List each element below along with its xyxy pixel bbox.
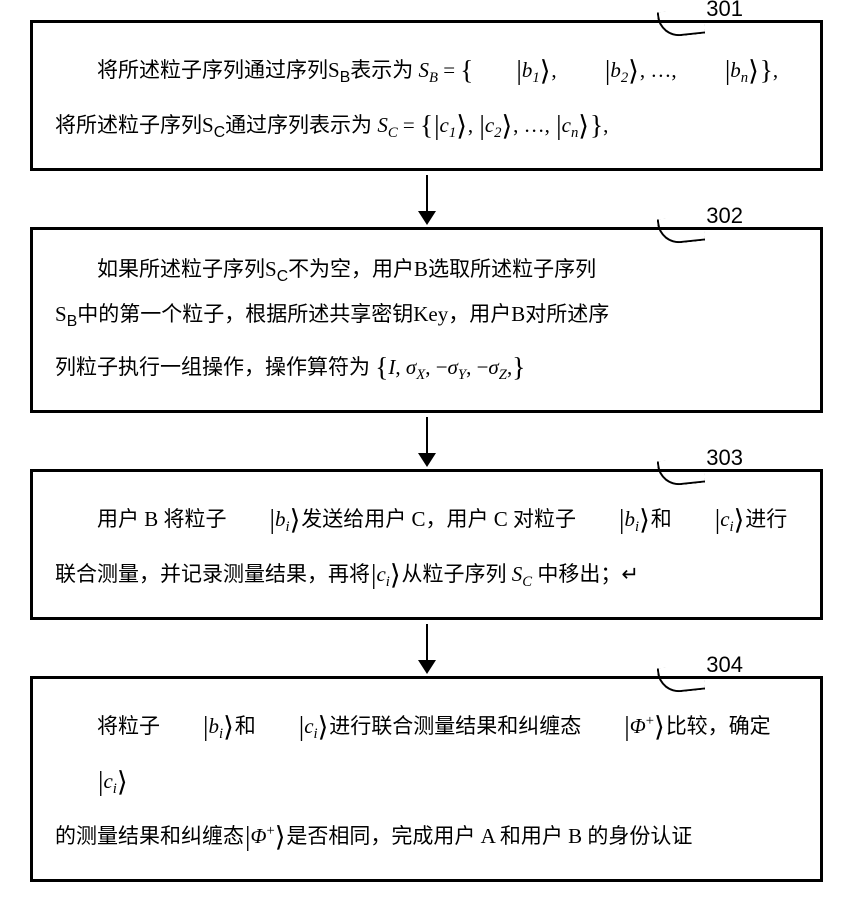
- step-box: 将粒子bi和ci进行联合测量结果和纠缠态Φ+比较，确定ci的测量结果和纠缠态Φ+…: [30, 676, 823, 882]
- step-text-line: 将粒子bi和ci进行联合测量结果和纠缠态Φ+比较，确定ci: [55, 697, 798, 806]
- step-number-label: 302: [706, 203, 743, 229]
- flow-step-301: 301将所述粒子序列通过序列SB表示为 SB = {b1, b2, …, bn}…: [30, 20, 823, 171]
- flow-step-304: 304将粒子bi和ci进行联合测量结果和纠缠态Φ+比较，确定ci的测量结果和纠缠…: [30, 676, 823, 882]
- step-text-line: 将所述粒子序列通过序列SB表示为 SB = {b1, b2, …, bn},: [55, 41, 798, 96]
- step-number-label: 303: [706, 445, 743, 471]
- step-text-line: SB中的第一个粒子，根据所述共享密钥Key，用户B对所述序: [55, 293, 798, 338]
- flow-arrow: [426, 417, 428, 465]
- step-text-line: 用户 B 将粒子bi发送给用户 C，用户 C 对粒子bi和ci进行: [55, 490, 798, 545]
- step-text-line: 的测量结果和纠缠态Φ+是否相同，完成用户 A 和用户 B 的身份认证: [55, 807, 798, 862]
- step-box: 将所述粒子序列通过序列SB表示为 SB = {b1, b2, …, bn},将所…: [30, 20, 823, 171]
- step-box: 用户 B 将粒子bi发送给用户 C，用户 C 对粒子bi和ci进行联合测量，并记…: [30, 469, 823, 620]
- step-box: 如果所述粒子序列SC不为空，用户B选取所述粒子序列SB中的第一个粒子，根据所述共…: [30, 227, 823, 413]
- step-number-label: 304: [706, 652, 743, 678]
- flow-step-302: 302如果所述粒子序列SC不为空，用户B选取所述粒子序列SB中的第一个粒子，根据…: [30, 227, 823, 413]
- flowchart-container: 301将所述粒子序列通过序列SB表示为 SB = {b1, b2, …, bn}…: [30, 20, 823, 882]
- flow-arrow: [426, 624, 428, 672]
- flow-step-303: 303用户 B 将粒子bi发送给用户 C，用户 C 对粒子bi和ci进行联合测量…: [30, 469, 823, 620]
- step-number-label: 301: [706, 0, 743, 22]
- step-text-line: 列粒子执行一组操作，操作算符为 {I, σX, −σY, −σZ,}: [55, 338, 798, 393]
- flow-arrow: [426, 175, 428, 223]
- step-text-line: 如果所述粒子序列SC不为空，用户B选取所述粒子序列: [55, 248, 798, 293]
- step-text-line: 将所述粒子序列SC通过序列表示为 SC = {c1, c2, …, cn},: [55, 96, 798, 151]
- step-text-line: 联合测量，并记录测量结果，再将ci从粒子序列 SC 中移出；↵: [55, 545, 798, 600]
